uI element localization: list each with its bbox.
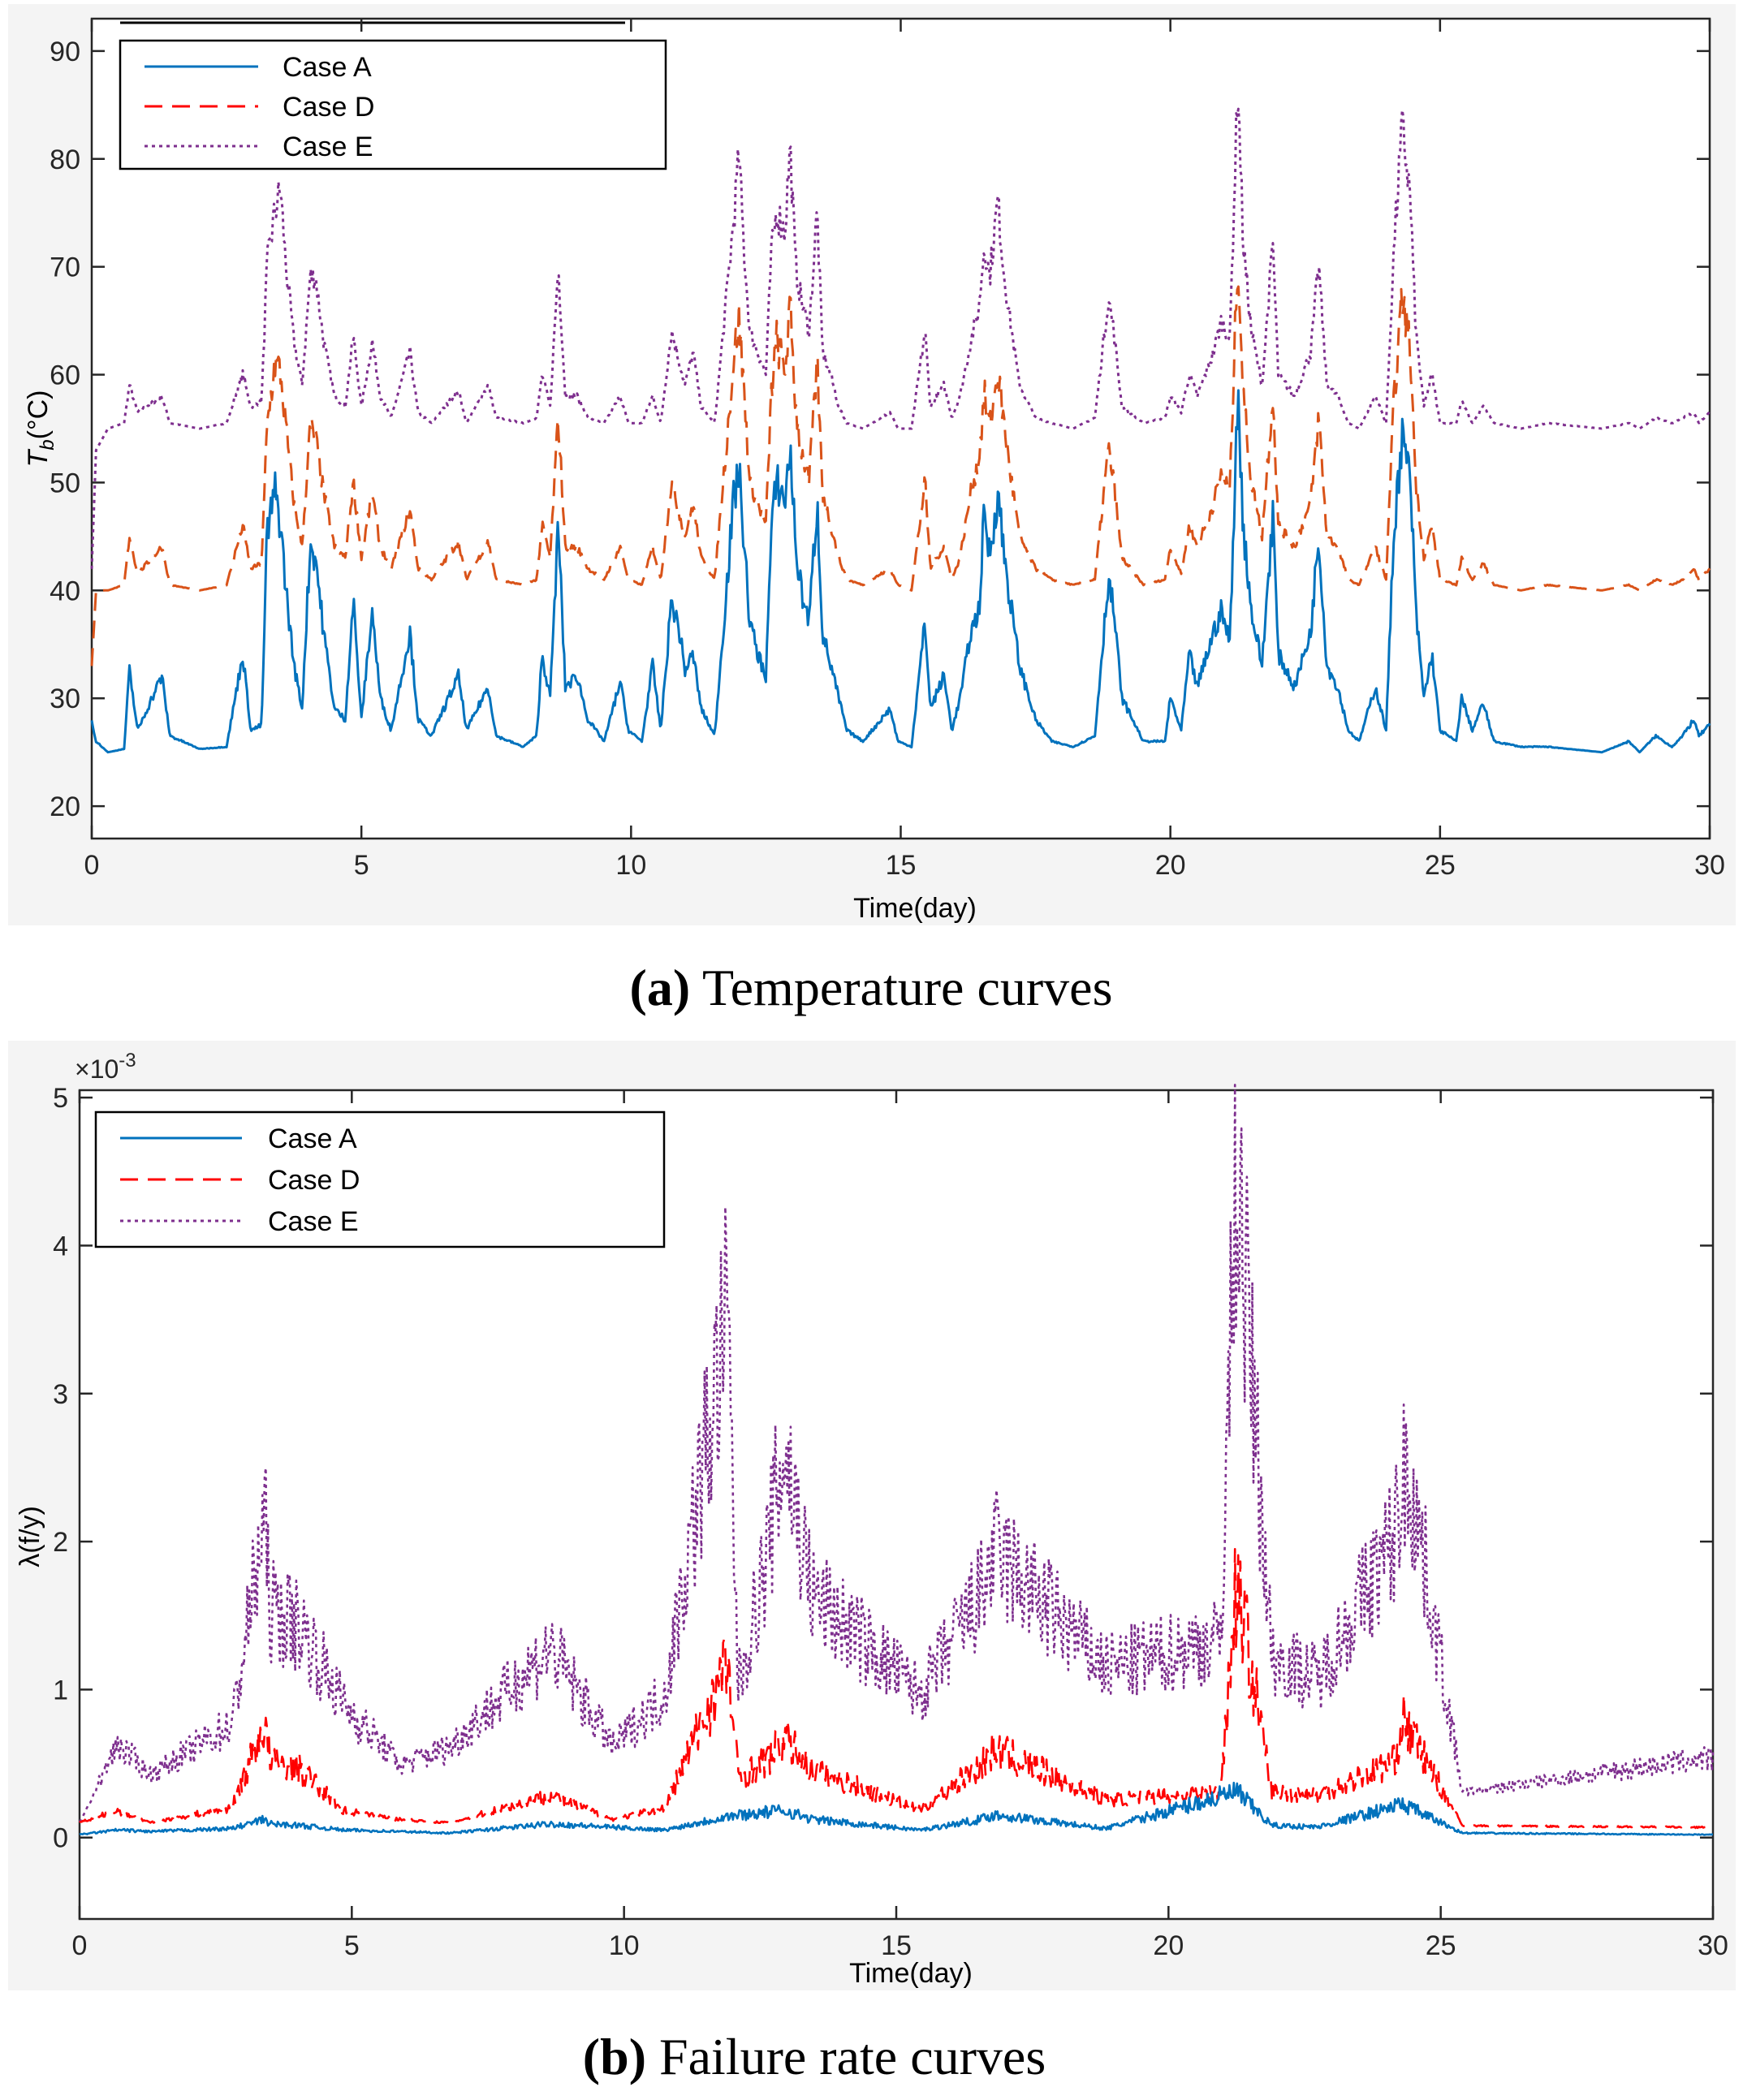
legend-label: Case D	[283, 92, 374, 123]
legend-label: Case E	[268, 1206, 359, 1237]
x-tick-label: 30	[1698, 1930, 1728, 1961]
series-line-case-d	[90, 285, 1711, 666]
panel-a-ylabel-unit: (°C)	[23, 390, 54, 440]
panel-b-caption-text: Failure rate curves	[659, 2028, 1046, 2085]
x-tick-label: 25	[1425, 850, 1456, 881]
panel-a-ylabel-sub: b	[37, 439, 58, 450]
y-tick-label: 20	[50, 791, 80, 822]
failure-rate-chart-panel: 0 5 10 15 20 25 30 0 1 2 3 4 5 Case A Case D Case E ×1…	[8, 1041, 1736, 2085]
panel-a-ylabel: Tb(°C)	[23, 390, 58, 468]
panel-a-ticks: 0 5 10 15 20 25 30 20 30 40 50 60 70 80 90	[50, 19, 1725, 881]
panel-b-caption-prefix: (b)	[583, 2028, 646, 2085]
y-tick-label: 0	[53, 1823, 68, 1854]
panel-b-ylabel: λ(f/y)	[15, 1506, 45, 1567]
panel-b-exponent-base: ×10	[75, 1054, 119, 1084]
y-tick-label: 30	[50, 683, 80, 714]
legend-label: Case A	[268, 1123, 357, 1154]
y-tick-label: 80	[50, 144, 80, 175]
x-tick-label: 10	[615, 850, 646, 881]
x-tick-label: 15	[886, 850, 917, 881]
x-tick-label: 5	[344, 1930, 360, 1961]
x-tick-label: 5	[354, 850, 369, 881]
panel-b-series	[78, 1084, 1715, 1836]
panel-b-exponent-power: -3	[119, 1050, 136, 1072]
panel-a-caption: (a) Temperature curves	[630, 959, 1113, 1016]
series-line-case-d	[79, 1548, 1714, 1830]
legend-label: Case A	[283, 52, 372, 83]
panel-b-caption-space	[646, 2028, 659, 2085]
y-tick-label: 5	[53, 1083, 68, 1114]
panel-b-ticks: 0 5 10 15 20 25 30 0 1 2 3 4 5	[53, 1083, 1728, 1961]
x-tick-label: 10	[609, 1930, 640, 1961]
x-tick-label: 15	[881, 1930, 912, 1961]
y-tick-label: 3	[53, 1379, 68, 1410]
panel-b-xlabel: Time(day)	[849, 1958, 973, 1989]
series-line-case-a	[79, 1781, 1714, 1836]
panel-a-series	[90, 107, 1711, 754]
x-tick-label: 20	[1153, 1930, 1184, 1961]
panel-a-ylabel-main: T	[23, 448, 54, 467]
panel-b-caption: (b) Failure rate curves	[583, 2028, 1046, 2085]
y-tick-label: 4	[53, 1231, 68, 1261]
panel-a-caption-text: Temperature curves	[702, 959, 1112, 1016]
x-tick-label: 20	[1155, 850, 1186, 881]
series-line-case-a	[90, 389, 1711, 754]
legend-label: Case D	[268, 1165, 360, 1196]
x-tick-label: 25	[1426, 1930, 1456, 1961]
panel-a-legend-entries: Case A Case D Case E	[145, 52, 374, 162]
panel-a-caption-space	[690, 959, 702, 1016]
y-tick-label: 1	[53, 1675, 68, 1705]
panel-b-legend-entries: Case A Case D Case E	[120, 1123, 360, 1237]
y-tick-label: 50	[50, 468, 80, 498]
y-tick-label: 70	[50, 252, 80, 283]
y-tick-label: 2	[53, 1527, 68, 1558]
panel-a-caption-prefix: (a)	[630, 959, 691, 1016]
panel-a-xlabel: Time(day)	[853, 893, 977, 924]
panel-a-legend	[119, 39, 667, 170]
y-tick-label: 40	[50, 576, 80, 606]
y-tick-label: 60	[50, 360, 80, 391]
legend-label: Case E	[283, 132, 373, 162]
x-tick-label: 30	[1694, 850, 1725, 881]
y-tick-label: 90	[50, 37, 80, 67]
x-tick-label: 0	[84, 850, 100, 881]
panel-b-exponent-label: ×10-3	[75, 1050, 136, 1084]
svg-text:Tb(°C): Tb(°C)	[23, 390, 58, 468]
x-tick-label: 0	[72, 1930, 88, 1961]
